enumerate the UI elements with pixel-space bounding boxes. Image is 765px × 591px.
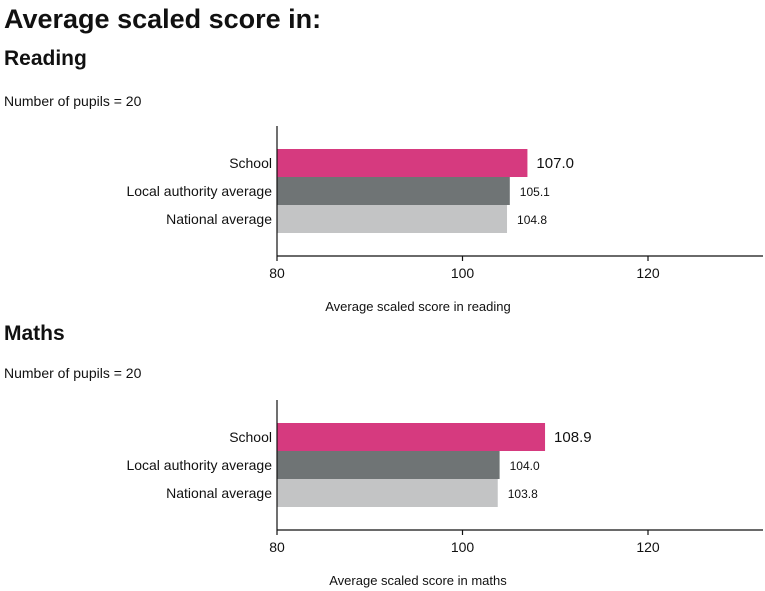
maths-value-label: 103.8 (508, 487, 538, 501)
maths-category-label: Local authority average (126, 457, 272, 473)
page-title: Average scaled score in: (4, 4, 322, 34)
reading-value-label: 104.8 (517, 213, 547, 227)
reading-category-label: School (229, 155, 272, 171)
reading-x-axis-label: Average scaled score in reading (325, 299, 511, 314)
maths-x-tick-label: 100 (451, 539, 475, 555)
reading-x-tick-label: 100 (451, 265, 475, 281)
maths-section-title: Maths (4, 322, 65, 345)
maths-category-label: National average (166, 485, 272, 501)
reading-pupils-count: Number of pupils = 20 (4, 93, 142, 109)
reading-bar-school (277, 149, 528, 177)
reading-value-label: 107.0 (536, 155, 574, 172)
reading-bar-national (277, 205, 508, 233)
maths-bar-national (277, 479, 498, 507)
maths-value-label: 104.0 (510, 459, 540, 473)
maths-chart: School 108.9 Local authority average 104.0 N… (126, 400, 763, 588)
reading-section-title: Reading (4, 47, 87, 70)
reading-x-tick-label: 80 (269, 265, 285, 281)
maths-x-tick-label: 80 (269, 539, 285, 555)
reading-chart: School 107.0 Local authority average 105.1 N… (126, 126, 763, 314)
maths-category-label: School (229, 429, 272, 445)
maths-x-axis-label: Average scaled score in maths (329, 573, 507, 588)
reading-category-label: National average (166, 211, 272, 227)
maths-bar-school (277, 423, 546, 451)
maths-value-label: 108.9 (554, 429, 592, 446)
reading-x-tick-label: 120 (636, 265, 660, 281)
reading-bar-local-authority (277, 177, 510, 205)
reading-category-label: Local authority average (126, 183, 272, 199)
maths-bar-local-authority (277, 451, 500, 479)
reading-value-label: 105.1 (520, 185, 550, 199)
maths-x-tick-label: 120 (636, 539, 660, 555)
maths-pupils-count: Number of pupils = 20 (4, 365, 142, 381)
